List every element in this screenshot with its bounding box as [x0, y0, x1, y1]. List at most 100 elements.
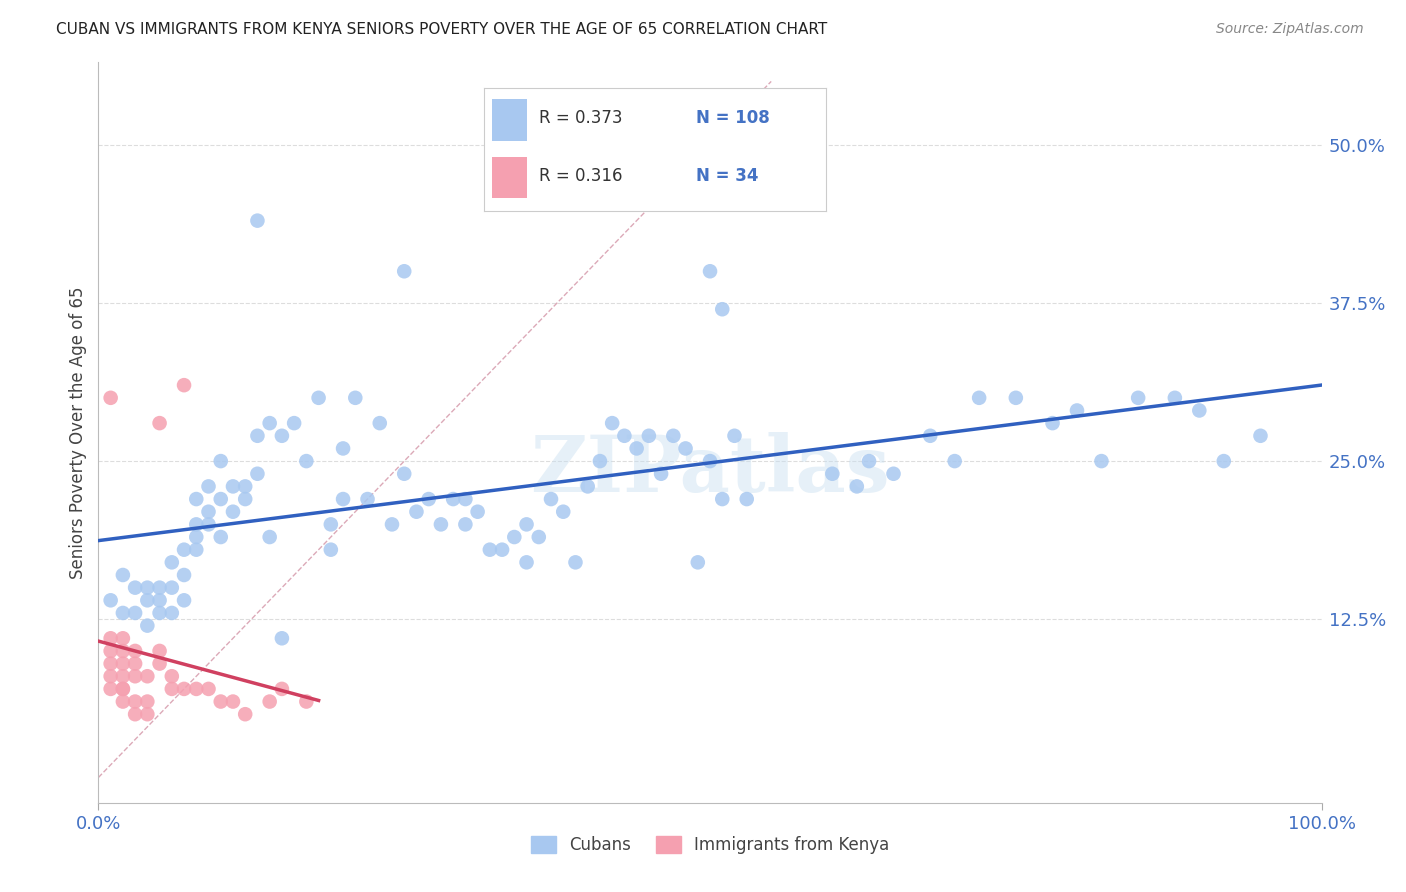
- Point: [515, 555, 537, 569]
- Point: [503, 530, 526, 544]
- Point: [723, 429, 745, 443]
- Point: [136, 707, 159, 722]
- Point: [173, 681, 195, 696]
- Point: [100, 657, 122, 671]
- Point: [564, 555, 586, 569]
- Point: [650, 467, 672, 481]
- Point: [100, 644, 122, 658]
- Point: [246, 429, 269, 443]
- Point: [149, 606, 172, 620]
- Point: [186, 517, 208, 532]
- Point: [711, 302, 734, 317]
- Y-axis label: Seniors Poverty Over the Age of 65: Seniors Poverty Over the Age of 65: [69, 286, 87, 579]
- Point: [1066, 403, 1088, 417]
- Point: [454, 517, 477, 532]
- Point: [381, 517, 404, 532]
- Point: [246, 213, 269, 227]
- Point: [111, 681, 134, 696]
- Point: [222, 479, 245, 493]
- Point: [160, 606, 183, 620]
- Point: [124, 707, 146, 722]
- Point: [136, 669, 159, 683]
- Point: [662, 429, 685, 443]
- Legend: Cubans, Immigrants from Kenya: Cubans, Immigrants from Kenya: [524, 830, 896, 861]
- Point: [270, 681, 294, 696]
- Point: [149, 657, 172, 671]
- Point: [111, 657, 134, 671]
- Point: [270, 632, 294, 646]
- Point: [613, 429, 636, 443]
- Point: [967, 391, 990, 405]
- Point: [259, 416, 281, 430]
- Point: [111, 606, 134, 620]
- Point: [197, 517, 219, 532]
- Point: [186, 530, 208, 544]
- Point: [222, 505, 245, 519]
- Point: [270, 429, 294, 443]
- Point: [100, 681, 122, 696]
- Point: [1188, 403, 1211, 417]
- Point: [111, 669, 134, 683]
- Point: [576, 479, 599, 493]
- Point: [845, 479, 868, 493]
- Point: [1004, 391, 1026, 405]
- Point: [943, 454, 966, 468]
- Point: [626, 442, 648, 456]
- Point: [392, 467, 416, 481]
- Point: [883, 467, 905, 481]
- Point: [209, 530, 232, 544]
- Point: [136, 694, 159, 708]
- Point: [405, 505, 427, 519]
- Point: [589, 454, 612, 468]
- Point: [149, 593, 172, 607]
- Point: [735, 491, 758, 506]
- Point: [675, 442, 697, 456]
- Point: [344, 391, 367, 405]
- Point: [308, 391, 330, 405]
- Point: [1249, 429, 1271, 443]
- Point: [553, 505, 575, 519]
- Point: [478, 542, 501, 557]
- Point: [124, 581, 146, 595]
- Point: [100, 391, 122, 405]
- Text: ZIPatlas: ZIPatlas: [530, 432, 890, 508]
- Point: [686, 555, 709, 569]
- Point: [149, 644, 172, 658]
- Point: [233, 479, 256, 493]
- Point: [600, 416, 623, 430]
- Point: [124, 644, 146, 658]
- Point: [222, 694, 245, 708]
- Point: [124, 606, 146, 620]
- Point: [136, 618, 159, 632]
- Point: [418, 491, 440, 506]
- Point: [111, 568, 134, 582]
- Point: [1090, 454, 1112, 468]
- Point: [332, 442, 354, 456]
- Point: [173, 542, 195, 557]
- Point: [368, 416, 391, 430]
- Point: [111, 632, 134, 646]
- Point: [111, 681, 134, 696]
- Point: [527, 530, 550, 544]
- Point: [332, 491, 354, 506]
- Point: [1164, 391, 1187, 405]
- Point: [149, 581, 172, 595]
- Point: [295, 694, 318, 708]
- Point: [209, 694, 232, 708]
- Point: [1212, 454, 1234, 468]
- Point: [319, 517, 342, 532]
- Point: [283, 416, 305, 430]
- Point: [197, 479, 219, 493]
- Point: [491, 542, 513, 557]
- Point: [149, 416, 172, 430]
- Point: [319, 542, 342, 557]
- Point: [124, 694, 146, 708]
- Text: Source: ZipAtlas.com: Source: ZipAtlas.com: [1216, 22, 1364, 37]
- Point: [124, 669, 146, 683]
- Point: [197, 681, 219, 696]
- Point: [441, 491, 464, 506]
- Point: [1128, 391, 1150, 405]
- Point: [136, 581, 159, 595]
- Point: [392, 264, 416, 278]
- Point: [637, 429, 661, 443]
